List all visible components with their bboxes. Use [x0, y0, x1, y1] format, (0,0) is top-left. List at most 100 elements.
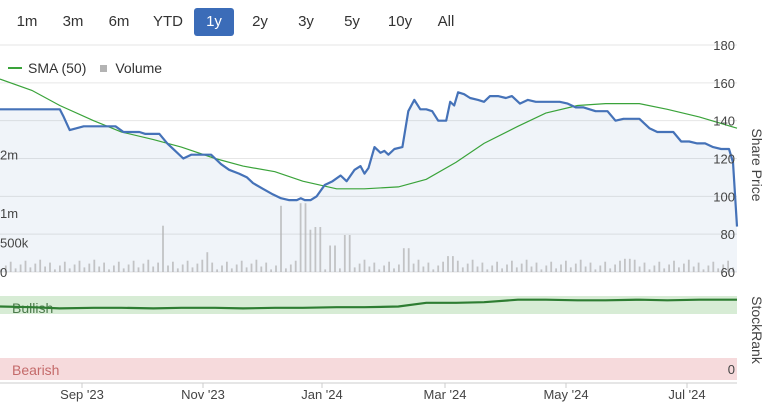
- volume-bar: [491, 265, 494, 272]
- date-axis: Sep '23 Nov '23 Jan '24 Mar '24 May '24 Jul '…: [0, 382, 737, 402]
- volume-bar: [147, 259, 150, 272]
- range-button-1m[interactable]: 1m: [16, 13, 38, 30]
- price-line[interactable]: [0, 91, 739, 227]
- volume-bar: [294, 260, 297, 272]
- volume-bar: [211, 262, 214, 272]
- volume-bar: [663, 268, 666, 272]
- date-tick-label: Jan '24: [301, 387, 343, 402]
- volume-bar: [540, 269, 543, 272]
- range-button-all[interactable]: All: [437, 13, 455, 30]
- volume-bar: [226, 261, 228, 272]
- volume-bar: [324, 269, 327, 272]
- volume-bar: [442, 261, 444, 272]
- price-tick-label: 80: [721, 227, 735, 242]
- volume-bar: [319, 227, 322, 272]
- volume-bar: [240, 260, 243, 272]
- volume-bar: [687, 259, 690, 272]
- date-tick-label: Sep '23: [60, 387, 104, 402]
- volume-bar: [589, 262, 592, 272]
- volume-bar: [255, 259, 258, 272]
- volume-bar: [648, 269, 651, 272]
- sma-legend-swatch: [8, 67, 22, 69]
- price-area-fill: [0, 92, 737, 272]
- volume-tick-label: 1m: [0, 206, 18, 221]
- volume-bar: [353, 267, 356, 272]
- range-button-5y[interactable]: 5y: [344, 13, 360, 30]
- volume-bar: [653, 265, 656, 272]
- volume-bar: [437, 265, 440, 272]
- volume-bar: [88, 263, 91, 272]
- volume-bar: [373, 262, 376, 272]
- volume-bar: [520, 263, 523, 272]
- volume-bar: [103, 262, 105, 272]
- range-button-10y[interactable]: 10y: [387, 13, 413, 30]
- volume-bar: [343, 235, 346, 272]
- price-tick-label: 120: [713, 152, 735, 167]
- volume-bar: [265, 262, 268, 272]
- sma-line[interactable]: [0, 78, 738, 190]
- volume-bar: [633, 259, 636, 272]
- range-button-3y[interactable]: 3y: [298, 13, 314, 30]
- volume-bar: [412, 263, 415, 272]
- volume-bar: [604, 261, 607, 272]
- volume-bar: [456, 260, 459, 272]
- range-button-ytd[interactable]: YTD: [153, 13, 183, 30]
- volume-bar: [530, 266, 533, 272]
- volume-bar: [108, 269, 110, 272]
- volume-bar: [452, 256, 454, 272]
- volume-bar: [348, 235, 351, 272]
- volume-bar: [260, 266, 263, 272]
- date-tick-label: May '24: [543, 387, 588, 402]
- volume-bar: [643, 262, 646, 272]
- volume-bar: [717, 268, 720, 272]
- range-button-2y[interactable]: 2y: [252, 13, 268, 30]
- legend-item-sma[interactable]: SMA (50): [8, 60, 86, 76]
- volume-bar: [63, 261, 66, 272]
- volume-bar: [476, 266, 479, 272]
- volume-bar: [594, 269, 597, 272]
- volume-bar: [486, 269, 489, 272]
- volume-bar: [584, 266, 587, 272]
- volume-bar: [678, 267, 680, 272]
- volume-bar: [466, 263, 469, 272]
- volume-bar: [245, 267, 248, 272]
- volume-bar: [44, 266, 46, 272]
- volume-bar: [402, 248, 405, 272]
- volume-tick-label: 0: [0, 265, 7, 280]
- date-tick-label: Mar '24: [424, 387, 467, 402]
- volume-bar: [49, 262, 51, 272]
- volume-bar: [383, 265, 385, 272]
- volume-bar: [560, 264, 562, 272]
- volume-bar: [393, 268, 395, 272]
- volume-bar: [447, 256, 449, 272]
- range-button-6m[interactable]: 6m: [108, 13, 130, 30]
- price-tick-label: 100: [713, 189, 735, 204]
- volume-bar: [201, 259, 204, 272]
- volume-bar: [329, 245, 331, 272]
- volume-bar: [388, 261, 390, 272]
- volume-bar: [609, 268, 612, 272]
- volume-bar: [422, 266, 425, 272]
- price-area: [0, 92, 737, 272]
- stockrank-line[interactable]: [0, 298, 737, 310]
- volume-bar: [471, 259, 474, 272]
- volume-bar: [9, 261, 12, 272]
- range-button-3m[interactable]: 3m: [62, 13, 84, 30]
- legend-item-volume[interactable]: Volume: [100, 60, 162, 76]
- range-button-1y[interactable]: 1y: [194, 8, 234, 36]
- volume-bar: [280, 205, 282, 272]
- volume-bar: [614, 264, 616, 272]
- volume-bar: [638, 266, 641, 272]
- volume-bar: [176, 268, 179, 272]
- chart-legend: SMA (50) Volume: [8, 58, 176, 78]
- volume-bar: [417, 259, 420, 272]
- volume-bar: [427, 262, 430, 272]
- volume-bar: [285, 268, 287, 272]
- volume-bar: [599, 265, 602, 272]
- volume-bar: [14, 268, 17, 272]
- volume-bar: [574, 263, 577, 272]
- volume-bar: [692, 266, 695, 272]
- volume-bar: [250, 263, 253, 272]
- volume-bar: [358, 263, 361, 272]
